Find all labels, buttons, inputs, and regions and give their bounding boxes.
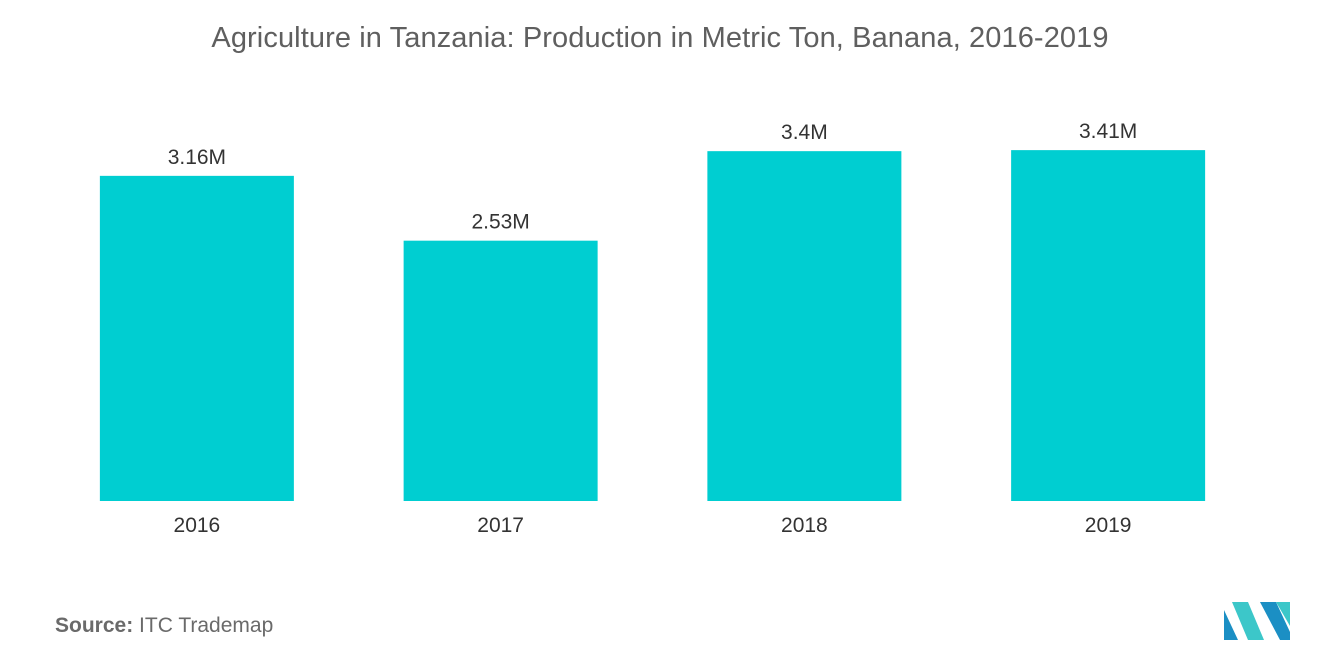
value-label-2019: 3.41M	[1079, 120, 1137, 143]
x-tick-label-2018: 2018	[781, 514, 828, 537]
x-tick-label-2017: 2017	[477, 514, 524, 537]
source-label: Source:	[55, 614, 134, 637]
bar-chart: 3.16M 2.53M 3.4M 3.41M 2016 2017 2018 2019	[99, 120, 1206, 537]
source-text: ITC Trademap	[139, 614, 274, 637]
logo-shape-right	[1260, 602, 1290, 640]
source-note: Source: ITC Trademap	[55, 614, 273, 638]
value-label-2018: 3.4M	[781, 121, 828, 144]
bars-layer	[99, 150, 1206, 501]
logo-shape-middle	[1232, 602, 1264, 640]
mordor-intelligence-logo-icon	[1224, 602, 1290, 640]
bar-2016	[99, 175, 294, 501]
x-axis-tick-labels: 2016 2017 2018 2019	[174, 514, 1132, 537]
bar-2017	[403, 240, 598, 501]
bar-2019	[1011, 150, 1206, 501]
value-labels-layer: 3.16M 2.53M 3.4M 3.41M	[168, 120, 1138, 234]
logo-shape-left	[1224, 610, 1238, 640]
bar-2018	[707, 151, 902, 501]
x-tick-label-2016: 2016	[174, 514, 221, 537]
value-label-2016: 3.16M	[168, 146, 226, 169]
value-label-2017: 2.53M	[471, 211, 529, 234]
chart-title: Agriculture in Tanzania: Production in M…	[211, 22, 1109, 54]
logo-shape-corner	[1276, 602, 1290, 626]
x-tick-label-2019: 2019	[1085, 514, 1132, 537]
